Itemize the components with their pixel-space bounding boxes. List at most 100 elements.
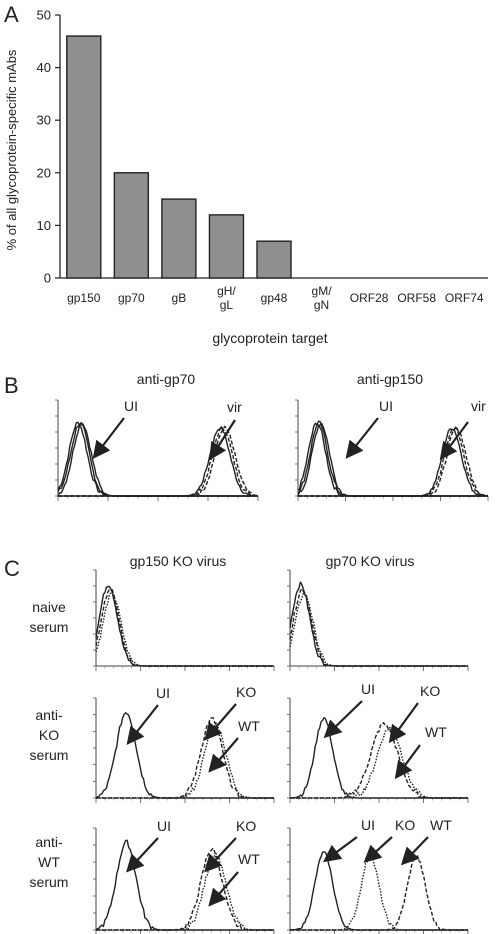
bar-gp150 (66, 35, 102, 279)
row-label-naive-2: serum (30, 619, 69, 635)
label-ui-gp70: UI (124, 398, 138, 414)
panel-a-letter: A (4, 2, 19, 27)
bar-gHgL (208, 214, 245, 279)
panel-b: B anti-gp70 anti-gp150 UI vir UI vir (4, 371, 489, 501)
x-tick-label: gp150 (67, 291, 101, 305)
row-label-antiwt-2: WT (38, 854, 60, 870)
label-vir-gp150: vir (471, 398, 486, 414)
ko-curve (96, 847, 274, 931)
label-ui-r3-right: UI (361, 817, 375, 833)
label-wt-r3-right: WT (430, 817, 452, 833)
arrow-ko-r3-left (204, 837, 237, 873)
naive-curve (289, 592, 468, 667)
histogram-r1-c2 (287, 569, 469, 671)
row-label-antiwt-1: anti- (35, 834, 63, 850)
naive-curve (95, 591, 274, 667)
arrow-wt-r3-right (400, 836, 429, 866)
label-ko-r2-right: KO (420, 683, 440, 699)
row-label-antiko-3: serum (30, 747, 69, 763)
vir-curve (298, 425, 489, 497)
x-tick-label: gB (172, 291, 187, 305)
x-tick-label: gp70 (118, 291, 145, 305)
arrow-ui-gp150 (345, 417, 379, 459)
label-wt-r3-left: WT (238, 851, 260, 867)
x-tick-labels: gp150 gp70 gB gH/gL gp48 gM/gN ORF28 ORF58 ORF74 (67, 284, 484, 312)
row-label-naive-1: naive (32, 599, 66, 615)
y-tick-label: 50 (37, 8, 51, 23)
ko-curve (290, 722, 468, 799)
panel-a: A 0 10 20 30 40 50 gp150 gp70 gB gH/gL gp48 gM/gN O… (4, 2, 488, 346)
label-ko-r2-left: KO (236, 684, 256, 700)
panel-c-histograms (93, 569, 469, 934)
ui-curve (95, 712, 274, 799)
label-wt-r2-right: WT (425, 724, 447, 740)
ko-curve (290, 857, 468, 931)
y-tick-label: 30 (37, 113, 51, 128)
panel-c-letter: C (4, 556, 20, 581)
histogram-anti-gp150 (295, 399, 489, 501)
ui-curve (95, 839, 274, 931)
vir-curve (58, 425, 259, 497)
row-label-antiko-2: KO (39, 727, 59, 743)
x-tick-label: gp48 (261, 291, 288, 305)
y-axis-label: % of all glycoprotein-specific mAbs (4, 49, 19, 250)
bar-chart-bars (66, 35, 292, 279)
wt-curve (96, 853, 274, 931)
histogram-r3-c1 (93, 827, 275, 934)
panel-b-title-anti-gp150: anti-gp150 (357, 371, 423, 387)
x-tick-label: gH/ (217, 284, 236, 298)
label-ko-r3-left: KO (236, 818, 256, 834)
wt-curve (290, 855, 468, 931)
arrow-ui-r2-right (323, 700, 363, 739)
arrow-wt-r2-right (394, 744, 421, 780)
ui-curve (297, 422, 488, 497)
row-label-antiwt-3: serum (30, 874, 69, 890)
arrow-ko-r2-right (388, 702, 419, 744)
arrow-wt-r2-left (208, 737, 239, 773)
ui-curve (290, 851, 468, 931)
label-ui-r3-left: UI (157, 818, 171, 834)
ui-curve (57, 423, 258, 497)
arrow-ko-r3-right (363, 836, 393, 863)
arrow-ui-gp70 (92, 417, 125, 459)
y-tick-label: 40 (37, 60, 51, 75)
column-title-gp70-ko: gp70 KO virus (326, 553, 415, 569)
x-tick-label: gM/ (312, 284, 333, 298)
arrow-ko-r2-left (204, 703, 237, 741)
bar-gB (161, 198, 197, 279)
histogram-anti-gp70 (55, 399, 259, 501)
panel-c: C gp150 KO virus gp70 KO virus naive ser… (4, 553, 469, 934)
label-ui-r2-left: UI (156, 685, 170, 701)
row-label-antiko-1: anti- (35, 707, 63, 723)
naive-curve (289, 588, 468, 667)
column-title-gp150-ko: gp150 KO virus (130, 553, 227, 569)
arrow-ui-r2-left (126, 704, 159, 745)
y-tick-labels: 0 10 20 30 40 50 (37, 8, 51, 286)
ui-curve (57, 421, 258, 497)
x-tick-label: ORF58 (397, 291, 436, 305)
label-ui-gp150: UI (379, 398, 393, 414)
x-tick-label: ORF28 (350, 291, 389, 305)
y-tick-label: 10 (37, 218, 51, 233)
x-tick-label: gN (314, 298, 329, 312)
arrow-ui-r3-left (126, 837, 159, 873)
naive-curve (95, 585, 274, 667)
arrow-vir-gp70 (209, 419, 236, 461)
label-ko-r3-right: KO (395, 817, 415, 833)
x-axis-label: glycoprotein target (212, 330, 327, 346)
label-wt-r2-left: WT (238, 718, 260, 734)
y-tick-label: 20 (37, 165, 51, 180)
arrow-vir-gp150 (439, 421, 469, 461)
panel-b-letter: B (4, 373, 19, 398)
histogram-r3-c2 (287, 827, 469, 934)
histogram-r2-c1 (93, 697, 275, 803)
label-ui-r2-right: UI (361, 681, 375, 697)
x-tick-label: gL (220, 298, 234, 312)
panel-b-title-anti-gp70: anti-gp70 (137, 371, 196, 387)
bar-gp48 (256, 240, 292, 279)
x-tick-label: ORF74 (445, 291, 484, 305)
label-vir-gp70: vir (227, 399, 242, 415)
y-tick-label: 0 (44, 271, 51, 286)
bar-gp70 (113, 172, 150, 279)
